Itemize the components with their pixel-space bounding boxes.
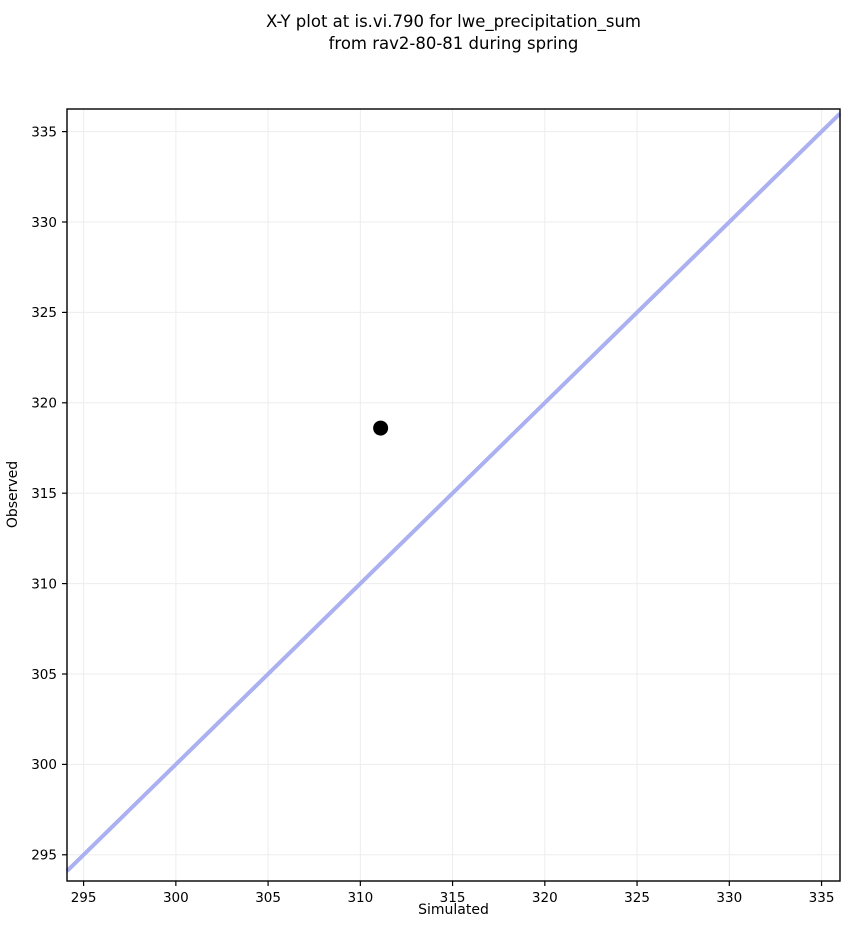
chart-title-line2: from rav2-80-81 during spring	[329, 34, 579, 53]
y-tick-label: 295	[31, 848, 57, 864]
x-axis-label: Simulated	[418, 902, 489, 918]
x-tick-label: 335	[809, 890, 835, 906]
x-tick-label: 295	[71, 890, 97, 906]
data-point	[373, 420, 389, 436]
y-tick-label: 335	[31, 124, 57, 140]
x-tick-label: 330	[716, 890, 742, 906]
axes-border	[66, 108, 841, 882]
y-tick-label: 320	[31, 396, 57, 412]
y-axis-label: Observed	[5, 461, 21, 528]
identity-line	[65, 112, 842, 873]
x-tick-label: 310	[347, 890, 373, 906]
x-tick-label: 305	[255, 890, 281, 906]
chart-title-line1: X-Y plot at is.vi.790 for lwe_precipitat…	[266, 12, 641, 32]
y-tick-label: 315	[31, 486, 57, 502]
y-tick-label: 305	[31, 667, 57, 683]
y-tick-label: 310	[31, 576, 57, 592]
x-tick-label: 320	[532, 890, 558, 906]
y-tick-label: 300	[31, 757, 57, 773]
x-tick-label: 300	[163, 890, 189, 906]
y-tick-label: 325	[31, 305, 57, 321]
y-tick-label: 330	[31, 215, 57, 231]
x-tick-label: 315	[440, 890, 466, 906]
x-tick-label: 325	[624, 890, 650, 906]
